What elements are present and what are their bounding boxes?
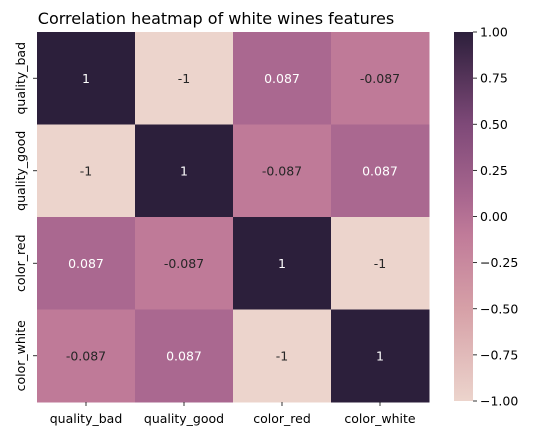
colorbar-tick-label-2: −0.50 (480, 301, 518, 316)
heatmap-cell-r1-c3 (331, 124, 430, 218)
cell-label-r1-c3: 0.087 (362, 163, 398, 178)
row-tick-label-color_red: color_red (13, 234, 28, 292)
colorbar-tick-label-0: −1.00 (480, 394, 518, 409)
colorbar: −1.00 −0.75 −0.50 −0.25 0.00 0.25 0.50 0.75 1.00 (454, 25, 518, 409)
colorbar-tick-label-1: −0.75 (480, 347, 518, 362)
heatmap-cell-r0-c0 (37, 32, 136, 125)
colorbar-tick-label-8: 1.00 (480, 25, 508, 40)
heatmap-cell-labels: 1 -1 0.087 -0.087 -1 1 -0.087 0.087 0.087 -0.087 1… (66, 71, 400, 364)
heatmap-cell-r3-c0 (37, 309, 136, 403)
heatmap-cell-r1-c1 (135, 124, 234, 218)
heatmap-cell-r1-c0 (37, 124, 136, 218)
heatmap-cell-r2-c2 (233, 217, 332, 310)
col-tick-label-color_red: color_red (253, 411, 311, 426)
cell-label-r0-c1: -1 (178, 71, 190, 86)
cell-label-r2-c0: 0.087 (68, 256, 104, 271)
cell-label-r2-c1: -0.087 (164, 256, 204, 271)
heatmap-cell-r1-c2 (233, 124, 332, 218)
col-tick-label-color_white: color_white (344, 411, 416, 426)
row-tick-label-quality_good: quality_good (13, 131, 28, 211)
heatmap-cell-r2-c3 (331, 217, 430, 310)
heatmap-cells (37, 32, 430, 403)
cell-label-r0-c0: 1 (82, 71, 90, 86)
heatmap-cell-r0-c3 (331, 32, 430, 125)
heatmap-cell-r0-c2 (233, 32, 332, 125)
colorbar-tick-label-7: 0.75 (480, 71, 508, 86)
cell-label-r3-c3: 1 (376, 348, 384, 363)
heatmap-cell-r0-c1 (135, 32, 234, 125)
heatmap-cell-r2-c0 (37, 217, 136, 310)
row-tick-labels: quality_bad quality_good color_red color_wh… (13, 42, 37, 391)
cell-label-r0-c2: 0.087 (264, 71, 300, 86)
colorbar-tick-label-6: 0.50 (480, 117, 508, 132)
colorbar-tick-label-3: −0.25 (480, 255, 518, 270)
colorbar-tick-label-4: 0.00 (480, 209, 508, 224)
heatmap-cell-r3-c3 (331, 309, 430, 403)
colorbar-bar (454, 32, 473, 401)
heatmap-cell-r3-c1 (135, 309, 234, 403)
cell-label-r1-c1: 1 (180, 163, 188, 178)
col-tick-label-quality_bad: quality_bad (50, 411, 123, 426)
colorbar-tick-label-5: 0.25 (480, 163, 508, 178)
chart-title: Correlation heatmap of white wines featu… (38, 9, 394, 28)
col-tick-label-quality_good: quality_good (144, 411, 224, 426)
cell-label-r2-c2: 1 (278, 256, 286, 271)
cell-label-r3-c2: -1 (276, 348, 288, 363)
heatmap-cell-r2-c1 (135, 217, 234, 310)
cell-label-r0-c3: -0.087 (360, 71, 400, 86)
cell-label-r3-c0: -0.087 (66, 348, 106, 363)
row-tick-label-quality_bad: quality_bad (13, 42, 28, 115)
cell-label-r1-c0: -1 (80, 163, 92, 178)
cell-label-r3-c1: 0.087 (166, 348, 202, 363)
cell-label-r1-c2: -0.087 (262, 163, 302, 178)
row-tick-label-color_white: color_white (13, 320, 28, 392)
column-tick-labels: quality_bad quality_good color_red color_wh… (50, 402, 416, 426)
heatmap-cell-r3-c2 (233, 309, 332, 403)
cell-label-r2-c3: -1 (374, 256, 386, 271)
